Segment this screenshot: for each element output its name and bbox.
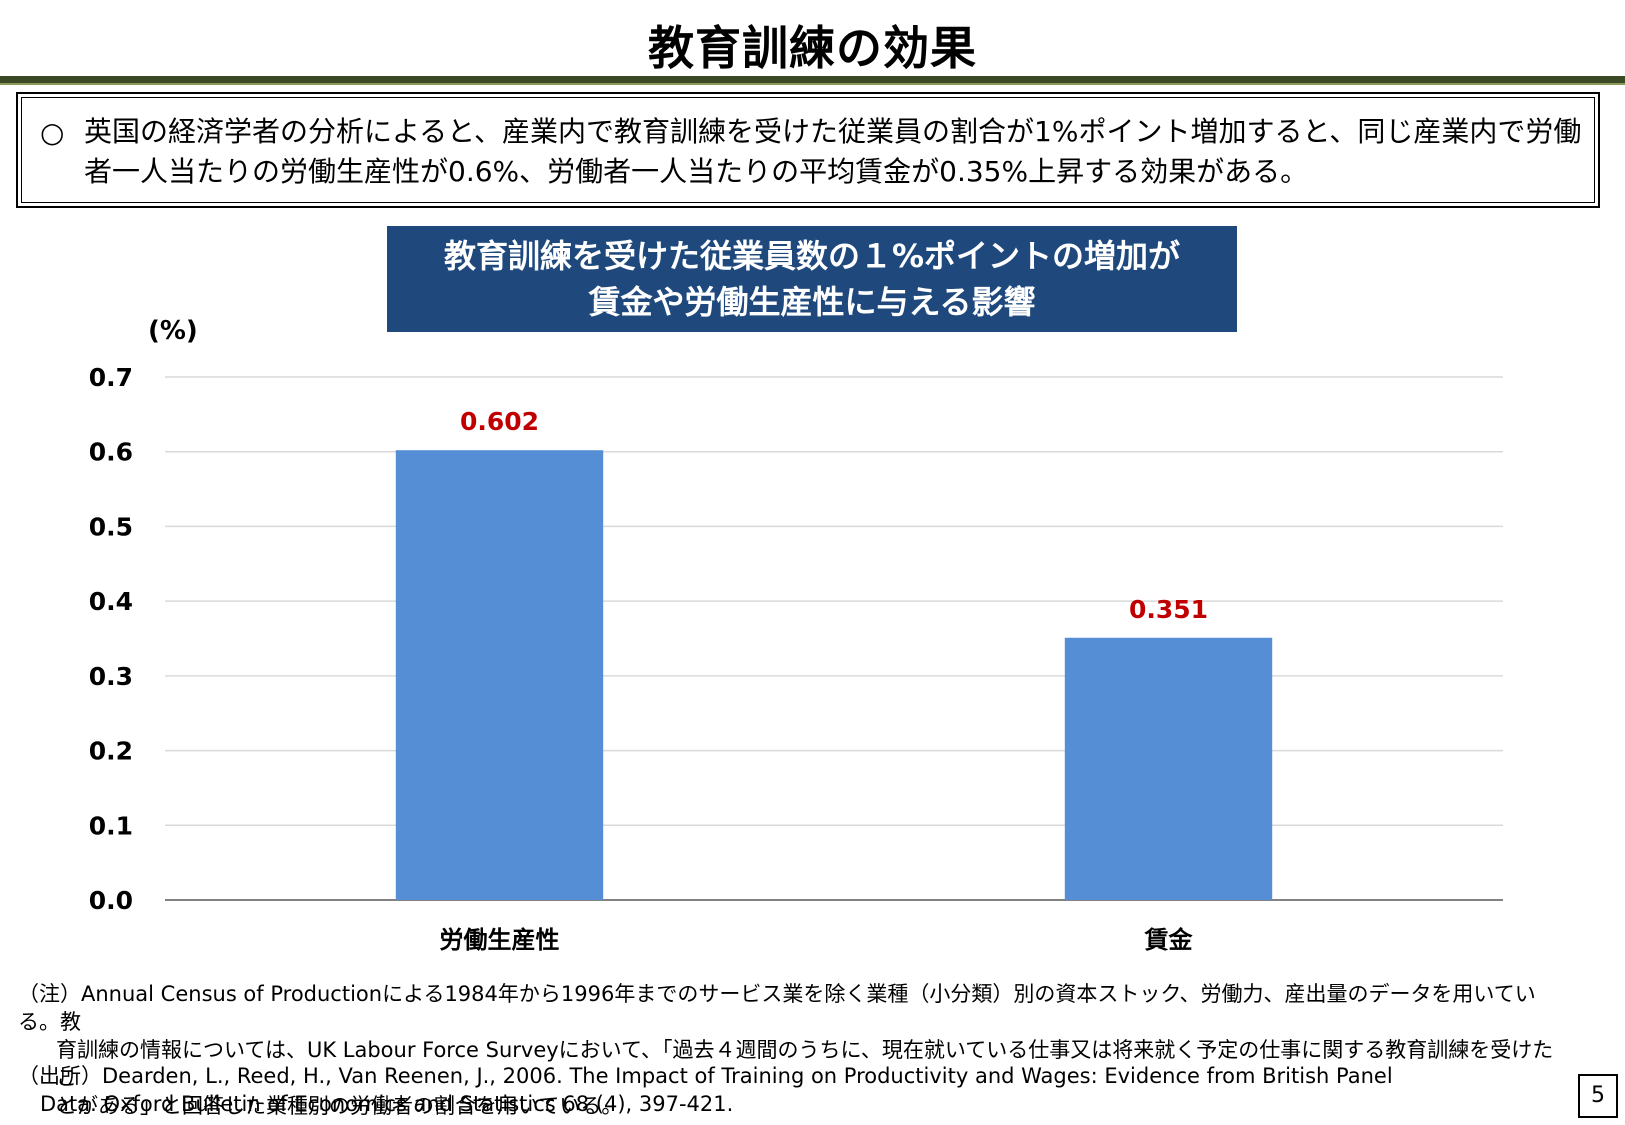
x-category-label: 労働生産性 bbox=[440, 926, 560, 954]
y-tick-label: 0.5 bbox=[89, 512, 133, 541]
y-axis-unit-label: (%) bbox=[148, 316, 198, 346]
footnote-line-1: （注）Annual Census of Productionによる1984年から… bbox=[18, 982, 1536, 1034]
x-category-label: 賃金 bbox=[1144, 926, 1194, 954]
chart-title-line-2: 賃金や労働生産性に与える影響 bbox=[588, 283, 1036, 321]
footnote: （注）Annual Census of Productionによる1984年から… bbox=[18, 980, 1563, 1120]
footnote-line-2: 育訓練の情報については、UK Labour Force Surveyにおいて、「… bbox=[56, 1038, 1554, 1090]
chart-title-line-1: 教育訓練を受けた従業員数の１%ポイントの増加が bbox=[443, 237, 1181, 275]
source-line-2: Data. Oxford Bulletin of Economics and S… bbox=[40, 1092, 734, 1116]
y-tick-label: 0.1 bbox=[89, 811, 133, 840]
bar bbox=[1064, 637, 1273, 900]
y-tick-label: 0.3 bbox=[89, 662, 133, 691]
data-label: 0.351 bbox=[1129, 595, 1208, 624]
source-citation: （出所）Dearden, L., Reed, H., Van Reenen, J… bbox=[18, 1062, 1518, 1118]
page-number: 5 bbox=[1578, 1074, 1618, 1118]
bar-chart: 0.0 0.1 0.2 0.3 0.4 0.5 0.6 0.7 0.602 労働生産性 0.351 賃… bbox=[89, 363, 1503, 954]
source-line-1: （出所）Dearden, L., Reed, H., Van Reenen, J… bbox=[18, 1064, 1393, 1088]
y-tick-label: 0.4 bbox=[89, 587, 133, 616]
chart-title: 教育訓練を受けた従業員数の１%ポイントの増加が 賃金や労働生産性に与える影響 bbox=[387, 226, 1237, 332]
y-tick-label: 0.7 bbox=[89, 363, 133, 392]
bar bbox=[395, 450, 604, 900]
data-label: 0.602 bbox=[460, 407, 539, 436]
title-divider bbox=[0, 76, 1625, 85]
footnote-line-3: とがある」と回答した業種別の労働者の割合を用いている。 bbox=[56, 1094, 623, 1118]
summary-box: ○ 英国の経済学者の分析によると、産業内で教育訓練を受けた従業員の割合が1%ポイ… bbox=[16, 92, 1600, 208]
page-title: 教育訓練の効果 bbox=[648, 21, 977, 75]
y-tick-label: 0.6 bbox=[89, 438, 133, 467]
y-tick-label: 0.0 bbox=[89, 886, 133, 915]
y-tick-label: 0.2 bbox=[89, 737, 133, 766]
